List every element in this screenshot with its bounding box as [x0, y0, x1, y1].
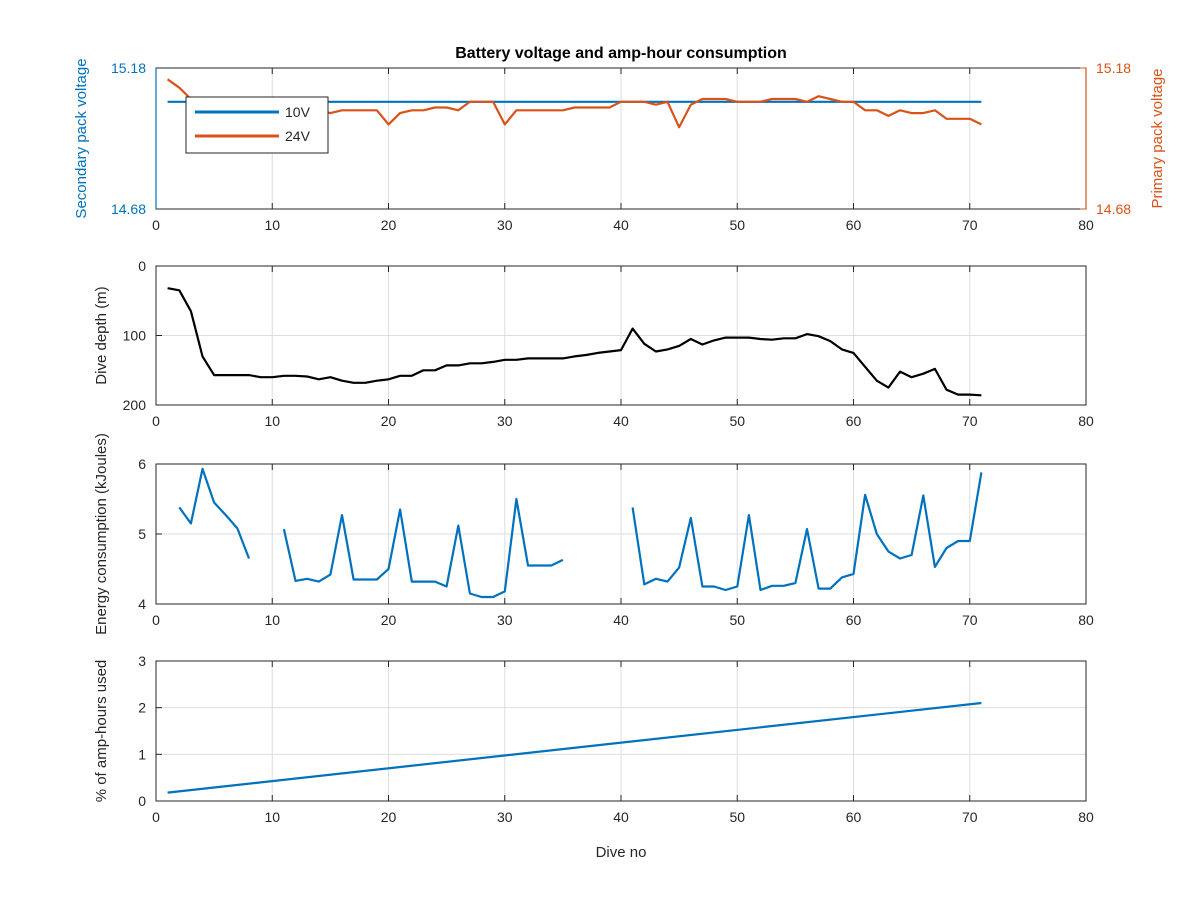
x-tick-label: 70 — [962, 413, 978, 429]
x-tick-label: 60 — [846, 612, 862, 628]
x-tick-label: 10 — [264, 217, 280, 233]
x-tick-label: 20 — [381, 413, 397, 429]
x-tick-label: 20 — [381, 217, 397, 233]
y-tick-label: 0 — [138, 258, 146, 274]
y-tick-label: 1 — [138, 746, 146, 762]
y-tick-label: 15.18 — [111, 60, 146, 76]
x-tick-label: 0 — [152, 809, 160, 825]
x-tick-label: 0 — [152, 217, 160, 233]
y-axis-label: Dive depth (m) — [93, 286, 110, 384]
series-line-panel3 — [178, 467, 983, 599]
series-line-panel2 — [167, 287, 982, 397]
x-tick-label: 70 — [962, 612, 978, 628]
x-tick-label: 70 — [962, 217, 978, 233]
y-tick-label: 200 — [123, 397, 147, 413]
right-y-tick-label: 15.18 — [1096, 60, 1131, 76]
right-y-axis-label: Primary pack voltage — [1149, 68, 1166, 208]
x-tick-label: 0 — [152, 413, 160, 429]
x-tick-label: 30 — [497, 217, 513, 233]
y-tick-label: 2 — [138, 700, 146, 716]
y-tick-label: 14.68 — [111, 201, 146, 217]
x-tick-label: 80 — [1078, 217, 1094, 233]
y-axis-label: Energy consumption (kJoules) — [93, 433, 110, 635]
x-tick-label: 80 — [1078, 612, 1094, 628]
x-tick-label: 60 — [846, 217, 862, 233]
x-tick-label: 40 — [613, 809, 629, 825]
x-tick-label: 50 — [729, 413, 745, 429]
x-tick-label: 60 — [846, 413, 862, 429]
x-tick-label: 30 — [497, 413, 513, 429]
x-tick-label: 40 — [613, 612, 629, 628]
x-tick-label: 20 — [381, 809, 397, 825]
x-tick-label: 20 — [381, 612, 397, 628]
y-tick-label: 0 — [138, 793, 146, 809]
x-tick-label: 10 — [264, 413, 280, 429]
x-tick-label: 30 — [497, 612, 513, 628]
legend-box — [185, 96, 329, 154]
x-tick-label: 30 — [497, 809, 513, 825]
y-tick-label: 4 — [138, 596, 146, 612]
y-tick-label: 5 — [138, 526, 146, 542]
y-axis-label: % of amp-hours used — [93, 660, 110, 803]
right-y-tick-label: 14.68 — [1096, 201, 1131, 217]
y-tick-label: 3 — [138, 653, 146, 669]
legend-label-24v: 24V — [285, 128, 311, 144]
x-tick-label: 70 — [962, 809, 978, 825]
x-tick-label: 10 — [264, 612, 280, 628]
chart-title: Battery voltage and amp-hour consumption — [455, 45, 787, 62]
x-tick-label: 80 — [1078, 413, 1094, 429]
x-tick-label: 40 — [613, 217, 629, 233]
x-tick-label: 10 — [264, 809, 280, 825]
legend-label-10v: 10V — [285, 104, 311, 120]
x-tick-label: 50 — [729, 809, 745, 825]
series-line-panel4 — [167, 701, 982, 794]
y-tick-label: 6 — [138, 456, 146, 472]
x-tick-label: 50 — [729, 217, 745, 233]
x-axis-label: Dive no — [596, 844, 647, 861]
y-axis-label: Secondary pack voltage — [73, 58, 90, 218]
x-tick-label: 0 — [152, 612, 160, 628]
x-tick-label: 40 — [613, 413, 629, 429]
x-tick-label: 80 — [1078, 809, 1094, 825]
x-tick-label: 60 — [846, 809, 862, 825]
x-tick-label: 50 — [729, 612, 745, 628]
y-tick-label: 100 — [123, 328, 147, 344]
